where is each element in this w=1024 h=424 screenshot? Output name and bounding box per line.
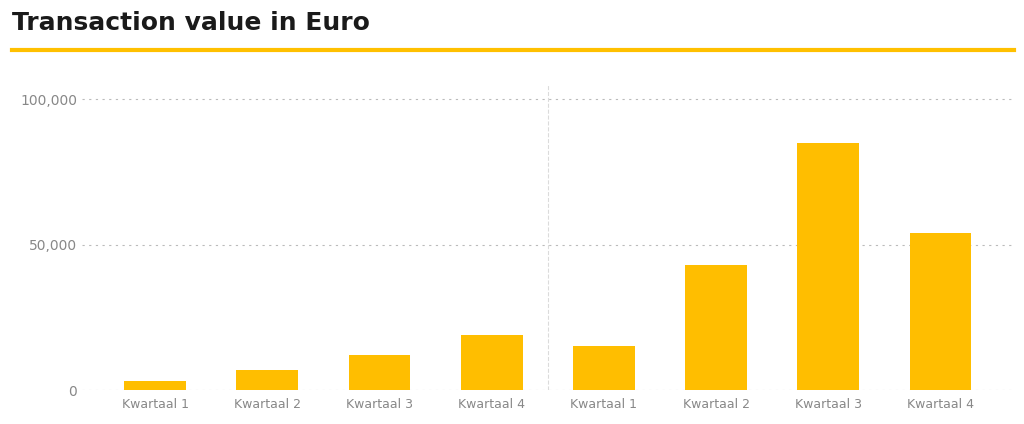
Bar [461, 335, 522, 390]
Text: Transaction value in Euro: Transaction value in Euro [12, 11, 370, 36]
Bar [573, 346, 635, 390]
Bar [349, 355, 411, 390]
Bar [237, 370, 298, 390]
Bar [909, 233, 972, 390]
Bar [798, 143, 859, 390]
Bar [685, 265, 746, 390]
Bar [124, 381, 186, 390]
